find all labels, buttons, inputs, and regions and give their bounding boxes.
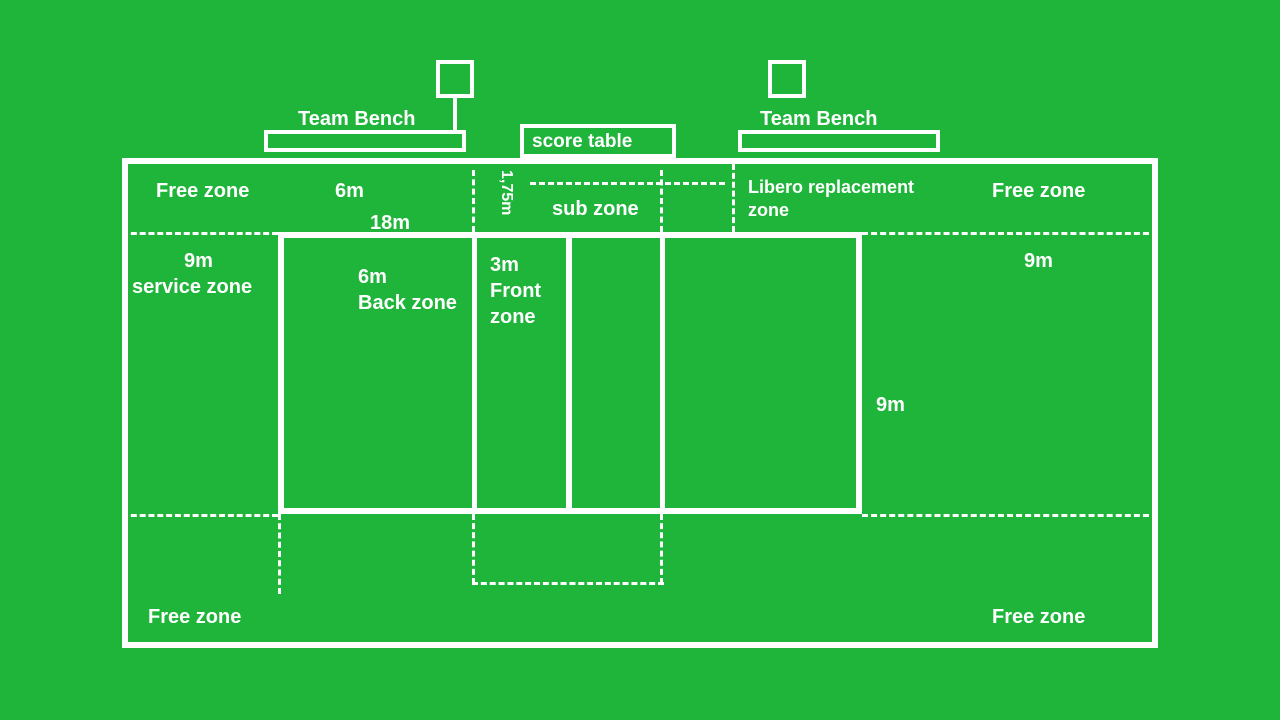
label-free-zone-tr: Free zone [992,178,1085,204]
label-back-zone: Back zone [358,290,457,316]
dash-court-ext-bl [278,514,281,594]
label-3m: 3m [490,252,519,278]
dash-service-top-right [862,232,1158,235]
dash-service-bot-right [862,514,1158,517]
label-team-bench-left: Team Bench [298,106,415,132]
label-free-zone-br: Free zone [992,604,1085,630]
label-front-1: Front [490,278,541,304]
dash-attack-ext-br [660,514,663,584]
label-free-zone-bl: Free zone [148,604,241,630]
label-front-2: zone [490,304,536,330]
label-18m: 18m [370,210,410,236]
label-team-bench-right: Team Bench [760,106,877,132]
label-free-zone-tl: Free zone [156,178,249,204]
dash-attack-ext-tr [660,170,663,232]
team-bench-left [264,130,466,152]
referee-pole-left [453,98,457,130]
dash-subzone-top [530,182,725,185]
referee-box-left [436,60,474,98]
referee-box-right [768,60,806,98]
net-line [566,232,572,514]
label-score-table: score table [532,130,632,155]
dash-libero-div [732,164,735,232]
label-6m-top: 6m [335,178,364,204]
label-libero-zone: Libero replacement zone [748,176,914,223]
label-9m-court: 9m [876,392,905,418]
label-1-75m: 1,75m [495,170,516,215]
label-9m-right: 9m [1024,248,1053,274]
dash-subzone-bot [472,582,664,585]
label-sub-zone: sub zone [552,196,639,222]
attack-line-right [660,232,665,514]
dash-service-bot-left [122,514,278,517]
attack-line-left [472,232,477,514]
label-6m: 6m [358,264,387,290]
team-bench-right [738,130,940,152]
dash-attack-ext-tl [472,170,475,232]
label-9m-left: 9m [184,248,213,274]
dash-attack-ext-bl [472,514,475,584]
label-service-zone: service zone [132,274,252,300]
dash-service-top-left [122,232,278,235]
